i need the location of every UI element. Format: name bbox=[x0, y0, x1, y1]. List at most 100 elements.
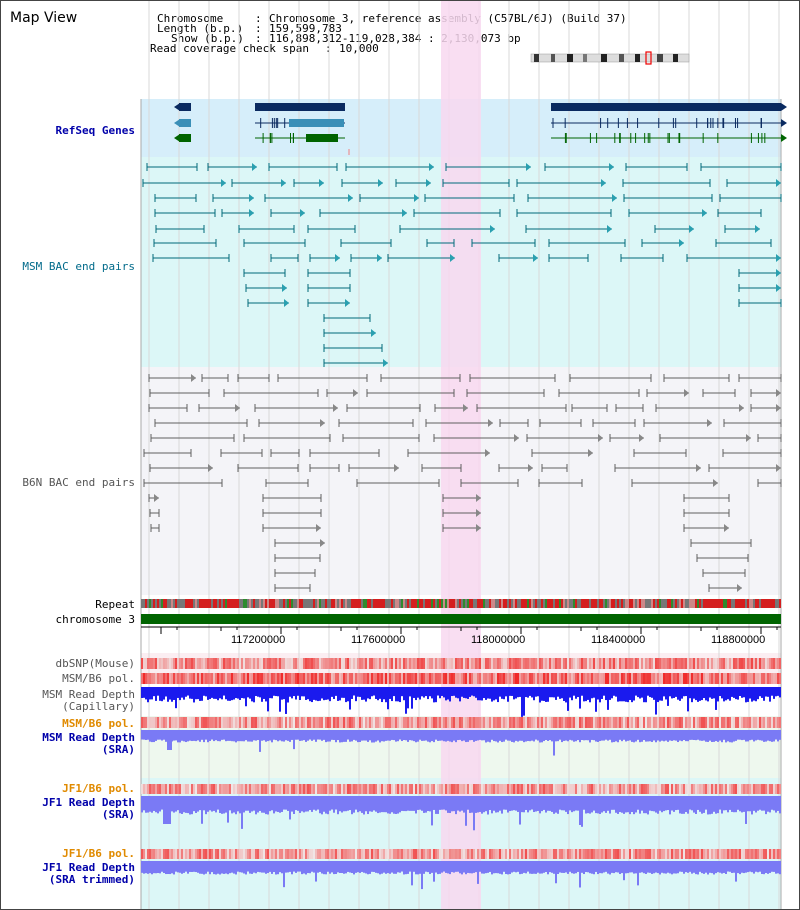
depth-bar bbox=[483, 730, 485, 741]
depth-bar bbox=[405, 861, 407, 875]
heat-cell bbox=[213, 658, 215, 669]
heat-cell bbox=[465, 673, 467, 684]
heat-cell bbox=[515, 658, 517, 669]
depth-bar bbox=[415, 687, 417, 701]
heat-cell bbox=[353, 849, 355, 859]
track-label-msm-b6-pol[interactable]: MSM/B6 pol. bbox=[62, 672, 135, 685]
depth-bar bbox=[149, 861, 151, 874]
heat-cell bbox=[635, 849, 637, 859]
heat-cell bbox=[661, 849, 663, 859]
heat-cell bbox=[425, 658, 427, 669]
repeat-feature bbox=[341, 599, 343, 608]
heat-cell bbox=[159, 717, 161, 728]
depth-bar bbox=[241, 861, 243, 873]
track-label-msm-read-depth-cap[interactable]: MSM Read Depth (Capillary) bbox=[42, 689, 135, 713]
heat-cell bbox=[167, 849, 169, 859]
heat-cell bbox=[515, 717, 517, 728]
heat-cell bbox=[447, 717, 449, 728]
depth-bar bbox=[289, 861, 291, 872]
heat-cell bbox=[241, 673, 243, 684]
depth-bar bbox=[349, 730, 351, 742]
depth-bar bbox=[445, 861, 447, 873]
depth-bar bbox=[617, 730, 619, 743]
heat-cell bbox=[231, 849, 233, 859]
heat-cell bbox=[321, 849, 323, 859]
depth-bar bbox=[333, 861, 335, 875]
heat-cell bbox=[593, 717, 595, 728]
depth-bar bbox=[305, 796, 307, 812]
heat-cell bbox=[697, 849, 699, 859]
heat-cell bbox=[723, 658, 725, 669]
heat-cell bbox=[479, 717, 481, 728]
heat-cell bbox=[259, 784, 261, 794]
track-label-jf1-b6-pol[interactable]: JF1/B6 pol. bbox=[62, 782, 135, 795]
depth-bar bbox=[619, 861, 621, 875]
depth-bar bbox=[637, 687, 639, 698]
depth-bar bbox=[413, 687, 415, 698]
heat-cell bbox=[763, 849, 765, 859]
heat-cell bbox=[527, 849, 529, 859]
heat-cell bbox=[397, 849, 399, 859]
depth-bar bbox=[177, 687, 179, 698]
depth-bar bbox=[311, 730, 313, 741]
depth-bar bbox=[369, 687, 371, 700]
depth-bar bbox=[375, 730, 377, 742]
track-label-dbsnp[interactable]: dbSNP(Mouse) bbox=[55, 657, 135, 670]
heat-cell bbox=[643, 849, 645, 859]
heat-cell bbox=[329, 673, 331, 684]
heat-cell bbox=[489, 849, 491, 859]
heat-cell bbox=[743, 673, 745, 684]
heat-cell bbox=[521, 717, 523, 728]
track-label-msm-b6-pol-sra[interactable]: MSM/B6 pol. bbox=[62, 717, 135, 730]
repeat-feature bbox=[637, 599, 639, 608]
bac-end-arrow bbox=[490, 225, 495, 233]
repeat-feature bbox=[581, 599, 583, 608]
heat-cell bbox=[555, 673, 557, 684]
heat-cell bbox=[433, 784, 435, 794]
depth-bar bbox=[743, 687, 745, 698]
depth-bar bbox=[529, 687, 531, 696]
depth-bar bbox=[307, 687, 309, 700]
depth-bar bbox=[571, 687, 573, 701]
repeat-feature bbox=[161, 599, 163, 608]
depth-bar bbox=[211, 687, 213, 698]
track-label-msm-bac[interactable]: MSM BAC end pairs bbox=[22, 260, 135, 273]
depth-bar bbox=[729, 687, 731, 701]
depth-bar bbox=[361, 861, 363, 872]
repeat-feature bbox=[381, 599, 383, 608]
heat-cell bbox=[579, 717, 581, 728]
heat-cell bbox=[357, 784, 359, 794]
depth-bar bbox=[345, 861, 347, 874]
track-label-b6n-bac[interactable]: B6N BAC end pairs bbox=[22, 476, 135, 489]
heat-cell bbox=[335, 849, 337, 859]
bac-end-arrow bbox=[713, 479, 718, 487]
depth-bar bbox=[349, 796, 351, 811]
heat-cell bbox=[267, 849, 269, 859]
heat-cell bbox=[557, 673, 559, 684]
track-label-jf1-b6-pol-trim[interactable]: JF1/B6 pol. bbox=[62, 847, 135, 860]
heat-cell bbox=[571, 658, 573, 669]
heat-cell bbox=[381, 849, 383, 859]
heat-cell bbox=[175, 784, 177, 794]
repeat-feature bbox=[769, 599, 771, 608]
track-label-jf1-read-depth-sra[interactable]: JF1 Read Depth (SRA) bbox=[42, 797, 135, 821]
depth-bar bbox=[719, 796, 721, 810]
heat-cell bbox=[475, 784, 477, 794]
heat-cell bbox=[347, 658, 349, 669]
depth-bar bbox=[383, 861, 385, 873]
depth-bar bbox=[735, 796, 737, 813]
heat-cell bbox=[377, 849, 379, 859]
depth-bar bbox=[151, 861, 153, 875]
depth-bar bbox=[411, 730, 413, 741]
track-label-msm-read-depth-sra[interactable]: MSM Read Depth (SRA) bbox=[42, 732, 135, 756]
depth-bar bbox=[599, 730, 601, 742]
depth-bar bbox=[597, 796, 599, 814]
heat-cell bbox=[519, 784, 521, 794]
track-label-refseq[interactable]: RefSeq Genes bbox=[55, 124, 135, 137]
heat-cell bbox=[225, 658, 227, 669]
depth-bar bbox=[247, 687, 249, 698]
heat-cell bbox=[333, 784, 335, 794]
track-label-jf1-read-depth-trim[interactable]: JF1 Read Depth (SRA trimmed) bbox=[42, 862, 135, 886]
heat-cell bbox=[395, 658, 397, 669]
